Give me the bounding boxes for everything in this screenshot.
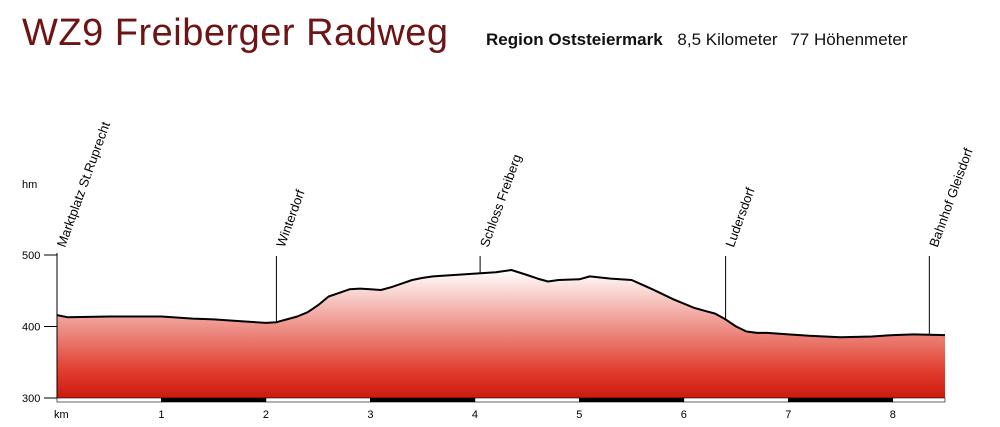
y-tick-label: 500 [22,250,40,262]
chart-subtitle: Region Oststeiermark 8,5 Kilometer 77 Hö… [486,30,908,50]
x-tick-label: 2 [263,409,269,421]
x-tick-label: 4 [472,409,478,421]
waypoint-label: Marktplatz St.Ruprecht [54,119,113,249]
waypoint-label: Ludersdorf [722,185,757,249]
y-axis-label: hm [22,179,37,191]
chart-title: WZ9 Freiberger Radweg [22,12,449,54]
x-axis-segment [787,397,894,403]
x-tick-label: 7 [785,409,791,421]
x-axis-segment [161,397,267,403]
x-tick-label: 5 [576,409,582,421]
x-axis-segment [683,397,789,403]
x-axis-segment [265,397,371,403]
plot-layer [56,269,946,398]
x-axis-segment [474,397,580,403]
x-tick-label: 6 [681,409,687,421]
x-tick-label: 8 [890,409,896,421]
x-tick-label: 3 [367,409,373,421]
waypoint-label: Schloss Freiberg [477,152,524,249]
ascent-label: 77 Höhenmeter [790,30,908,49]
axis-layer: 300 400 500 hm 1 2 3 4 5 6 7 8 km [22,179,946,421]
y-tick-label: 300 [22,393,40,405]
waypoint-label: Winterdorf [273,187,308,249]
elevation-line [56,269,946,339]
y-tick-label: 400 [22,322,40,334]
waypoint-label: Bahnhof Gleisdorf [926,146,976,249]
x-axis-label: km [54,409,69,421]
x-axis-segment [892,397,946,403]
elevation-area [57,270,945,398]
x-tick-label: 1 [158,409,164,421]
x-axis-segment [56,397,162,403]
x-axis-segment [579,397,685,403]
distance-label: 8,5 Kilometer [677,30,778,49]
x-axis-segment [370,397,476,403]
region-label: Region Oststeiermark [486,30,663,49]
